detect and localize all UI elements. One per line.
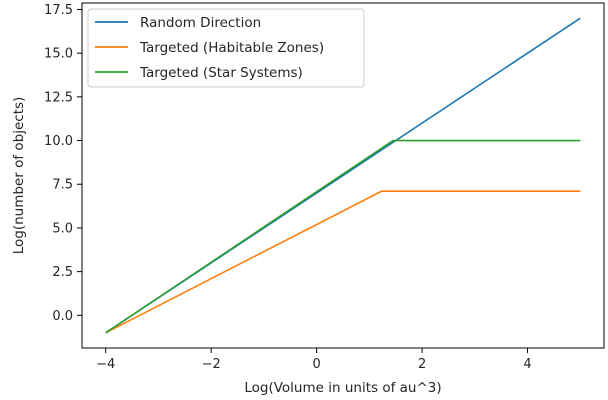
- series-line-3: [105, 139, 581, 334]
- legend: Random Direction Targeted (Habitable Zone…: [87, 8, 365, 88]
- x-tick-label: 2: [418, 357, 426, 372]
- y-axis: 0.0 2.5 5.0 7.5 10.0 12.5 15.0 17.5: [44, 3, 82, 324]
- x-tick-label: 0: [312, 357, 320, 372]
- y-tick-label: 7.5: [52, 178, 73, 193]
- x-axis: −4 −2 0 2 4: [96, 348, 532, 372]
- legend-entry-2: Targeted (Habitable Zones): [139, 40, 324, 56]
- x-tick-label: 4: [523, 357, 531, 372]
- y-axis-label: Log(number of objects): [11, 97, 27, 255]
- legend-box: [87, 8, 365, 88]
- y-tick-label: 10.0: [44, 134, 73, 149]
- legend-entry-3: Targeted (Star Systems): [139, 65, 303, 81]
- plot-frame: [81, 2, 605, 349]
- series-line-2: [105, 190, 581, 334]
- y-tick-label: 2.5: [52, 265, 73, 280]
- legend-entry-1: Random Direction: [140, 15, 261, 31]
- y-tick-label: 5.0: [52, 221, 73, 236]
- series-layer: [105, 17, 581, 334]
- y-tick-label: 0.0: [52, 309, 73, 324]
- x-tick-label: −4: [96, 357, 115, 372]
- x-tick-label: −2: [202, 357, 221, 372]
- x-axis-label: Log(Volume in units of au^3): [244, 380, 441, 396]
- y-tick-label: 12.5: [44, 90, 73, 105]
- y-tick-label: 17.5: [44, 3, 73, 18]
- y-tick-label: 15.0: [44, 47, 73, 62]
